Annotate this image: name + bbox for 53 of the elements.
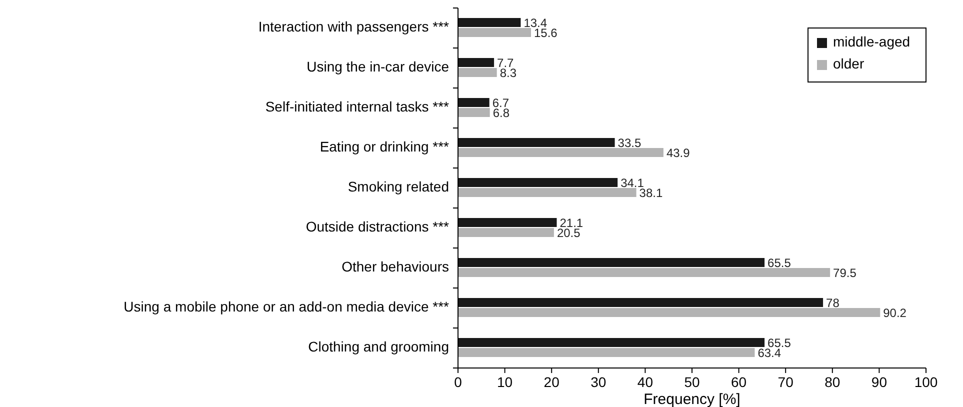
bar: [458, 228, 554, 237]
bar: [458, 108, 490, 117]
y-tick-label: Self-initiated internal tasks ***: [265, 98, 450, 115]
bar: [458, 138, 615, 147]
data-label: 79.5: [833, 266, 857, 280]
x-tick-label: 10: [497, 374, 513, 390]
data-label: 6.8: [492, 106, 510, 120]
data-label: 38.1: [639, 186, 663, 200]
bar: [458, 98, 490, 107]
bar: [458, 188, 636, 197]
x-tick-label: 60: [731, 374, 747, 390]
data-label: 90.2: [883, 306, 907, 320]
bar: [458, 68, 497, 77]
bar: [458, 268, 830, 277]
legend-label: middle-aged: [833, 34, 910, 50]
data-label: 8.3: [500, 66, 517, 80]
bar: [458, 338, 765, 347]
y-tick-label: Outside distractions ***: [306, 218, 450, 235]
data-label: 78: [826, 296, 840, 310]
data-label: 63.4: [758, 346, 782, 360]
y-tick-label: Other behaviours: [342, 258, 449, 275]
y-tick-label: Using the in-car device: [306, 58, 450, 75]
bar: [458, 348, 755, 357]
x-tick-label: 90: [871, 374, 888, 390]
y-tick-label: Eating or drinking ***: [320, 138, 450, 155]
bar: [458, 28, 532, 37]
y-tick-label: Clothing and grooming: [308, 338, 449, 355]
y-tick-label: Using a mobile phone or an add-on media device ***: [124, 298, 450, 315]
x-tick-label: 30: [590, 374, 606, 390]
x-tick-label: 70: [778, 374, 794, 390]
bar: [458, 58, 494, 67]
data-label: 43.9: [666, 146, 690, 160]
data-label: 33.5: [618, 136, 642, 150]
x-tick-label: 20: [544, 374, 560, 390]
bar: [458, 178, 618, 187]
legend-label: older: [833, 56, 864, 72]
x-tick-label: 0: [454, 374, 462, 390]
bar: [458, 18, 521, 27]
data-label: 15.6: [534, 26, 558, 40]
x-axis-title: Frequency [%]: [644, 391, 740, 407]
bar: [458, 308, 880, 317]
y-tick-label: Smoking related: [348, 178, 449, 195]
x-tick-label: 100: [914, 374, 938, 390]
bar: [458, 148, 664, 157]
x-tick-label: 80: [824, 374, 840, 390]
data-label: 65.5: [768, 256, 792, 270]
bar: [458, 258, 765, 267]
y-tick-label: Interaction with passengers ***: [258, 18, 450, 35]
data-label: 20.5: [556, 226, 581, 240]
x-tick-label: 40: [637, 374, 654, 390]
bar: [458, 218, 557, 227]
x-tick-label: 50: [684, 374, 700, 390]
bar: [458, 298, 824, 307]
